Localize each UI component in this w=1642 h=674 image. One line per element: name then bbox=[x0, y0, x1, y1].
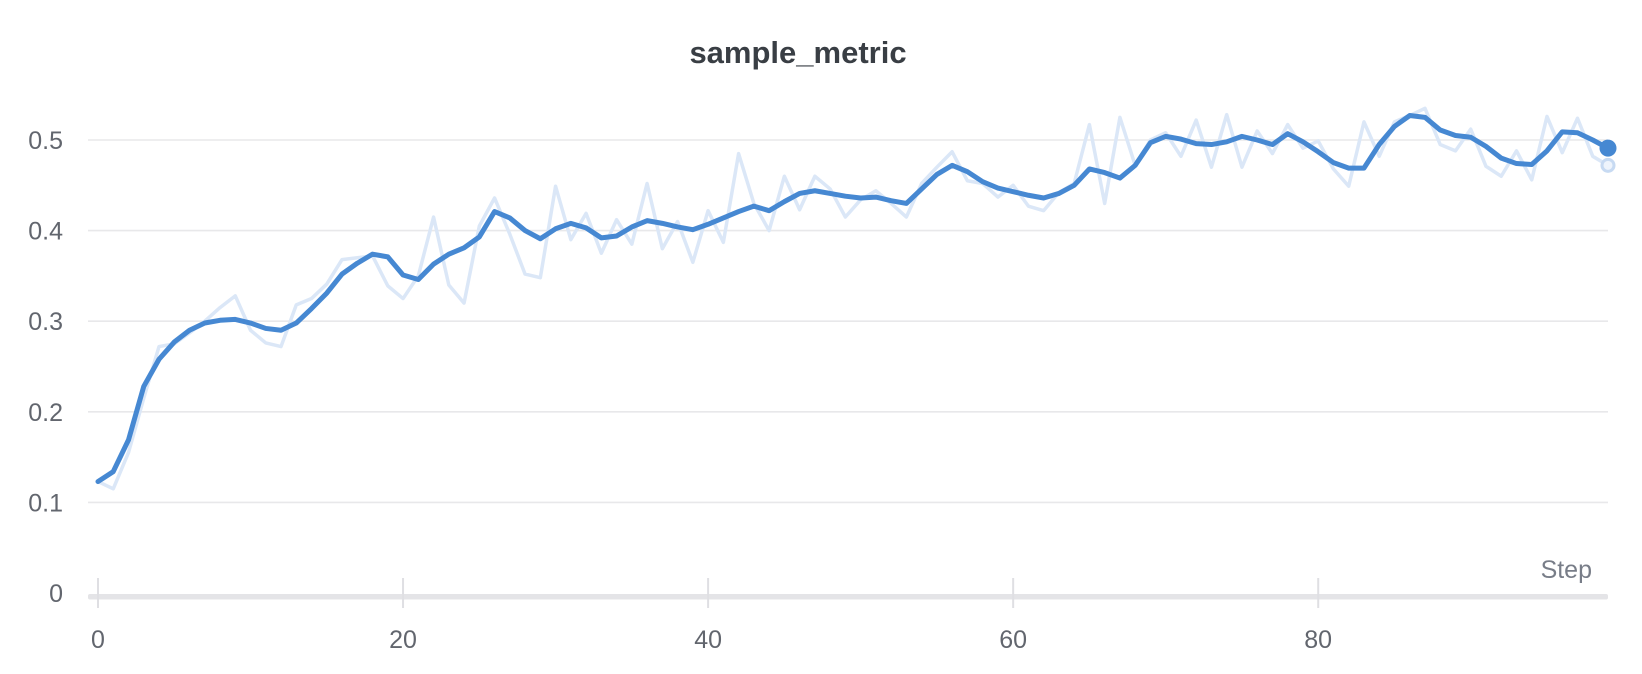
x-tick-label: 80 bbox=[1304, 626, 1332, 654]
x-tick-label: 0 bbox=[91, 626, 105, 654]
y-tick-label: 0.2 bbox=[28, 399, 63, 427]
raw-series-line bbox=[96, 106, 1610, 491]
y-tick-label: 0.1 bbox=[28, 489, 63, 517]
raw-endpoint-marker bbox=[1600, 157, 1616, 173]
x-tick-label: 60 bbox=[999, 626, 1027, 654]
smoothed-endpoint-marker bbox=[1599, 139, 1617, 157]
y-tick-label: 0.5 bbox=[28, 127, 63, 155]
y-tick-label: 0.4 bbox=[28, 218, 63, 246]
axis-layer bbox=[88, 578, 1608, 608]
smoothed-series-line bbox=[95, 113, 1611, 485]
x-tick-label: 40 bbox=[694, 626, 722, 654]
y-tick-label: 0.3 bbox=[28, 308, 63, 336]
x-axis-label: Step bbox=[1541, 556, 1592, 584]
x-tick-label: 20 bbox=[389, 626, 417, 654]
gridline-layer bbox=[88, 139, 1608, 504]
x-axis-baseline bbox=[88, 594, 1608, 600]
chart-title: sample_metric bbox=[689, 35, 906, 70]
y-tick-label: 0 bbox=[49, 580, 63, 608]
series-layer bbox=[95, 106, 1617, 491]
tick-label-layer: 0 20 40 60 80 0 0.1 0.2 0.3 0.4 0.5 bbox=[28, 127, 1332, 654]
